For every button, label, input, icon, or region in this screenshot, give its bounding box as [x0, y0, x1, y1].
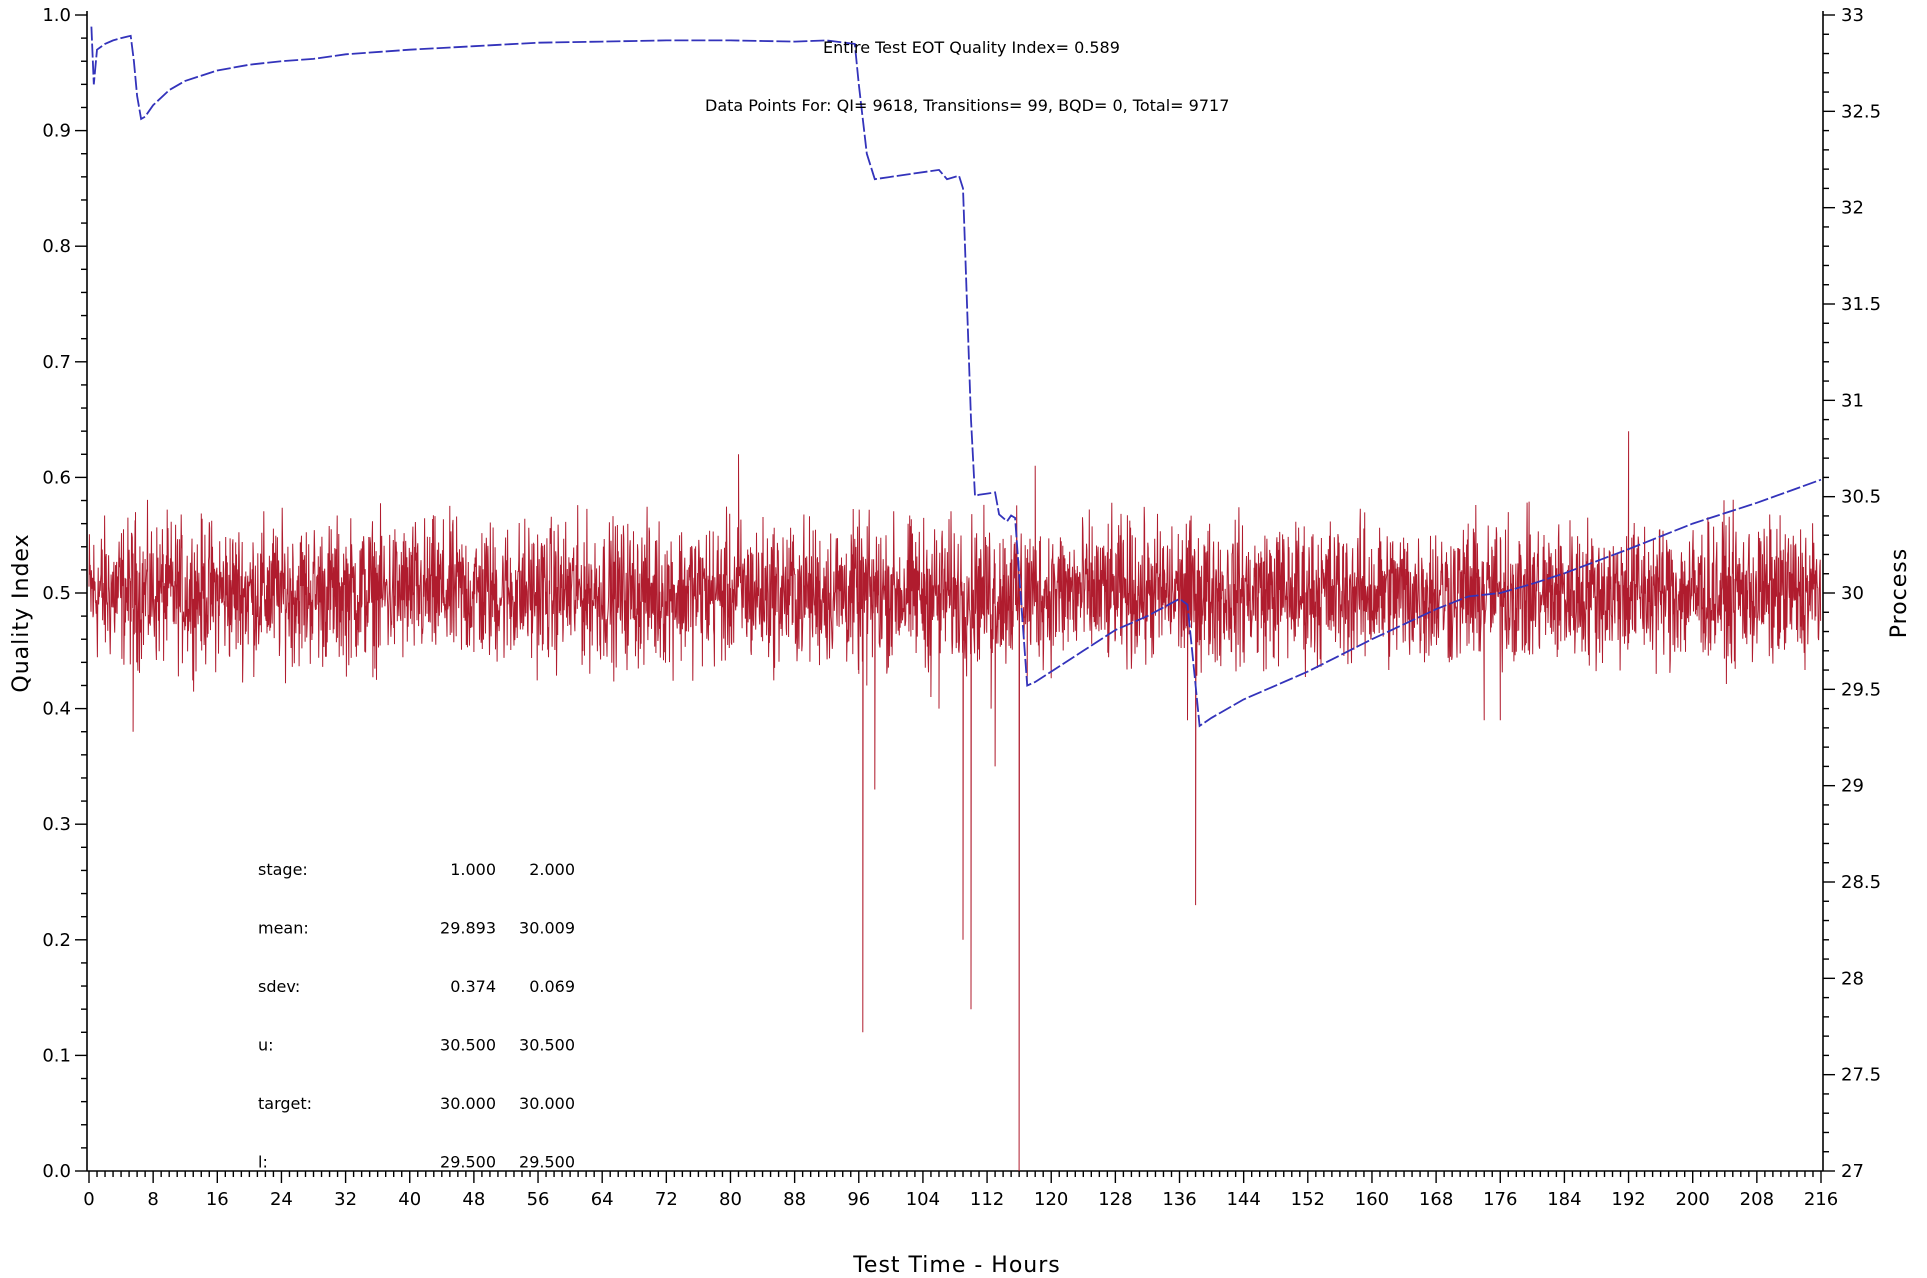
- y-right-tick-label: 27: [1841, 1161, 1864, 1182]
- y-left-axis-label: Quality Index: [9, 533, 34, 692]
- y-left-tick-label: 0.8: [42, 236, 71, 257]
- y-right-tick-label: 31: [1841, 390, 1864, 411]
- x-tick-label: 0: [83, 1189, 94, 1210]
- y-right-tick-label: 33: [1841, 5, 1864, 26]
- y-left-tick-label: 0.0: [42, 1161, 71, 1182]
- y-right-tick-label: 32.5: [1841, 101, 1881, 122]
- stats-row-value-stage1: 29.893: [440, 919, 496, 938]
- y-right-tick-label: 27.5: [1841, 1065, 1881, 1086]
- y-left-tick-label: 0.4: [42, 699, 71, 720]
- y-right-tick-label: 29.5: [1841, 679, 1881, 700]
- stats-row-value-stage2: 29.500: [519, 1153, 575, 1172]
- x-tick-label: 184: [1547, 1189, 1581, 1210]
- series-layer: [88, 26, 1822, 1172]
- y-left-tick-label: 0.5: [42, 583, 71, 604]
- x-tick-label: 8: [147, 1189, 158, 1210]
- stats-row-value-stage1: 30.500: [440, 1036, 496, 1055]
- x-tick-label: 96: [847, 1189, 870, 1210]
- stats-row-label: sdev:: [258, 977, 300, 996]
- x-tick-label: 24: [270, 1189, 293, 1210]
- text-layer: Test Time - Hours Quality Index Process …: [9, 38, 1912, 1278]
- x-tick-label: 200: [1676, 1189, 1710, 1210]
- y-left-tick-label: 0.2: [42, 930, 71, 951]
- x-tick-label: 48: [462, 1189, 485, 1210]
- x-tick-label: 64: [591, 1189, 614, 1210]
- stats-table: stage: 1.000 2.000 mean: 29.893 30.009 sdev: 0.…: [258, 860, 575, 1172]
- y-left-tick-label: 0.9: [42, 121, 71, 142]
- y-right-tick-label: 29: [1841, 776, 1864, 797]
- y-right-tick-label: 30: [1841, 583, 1864, 604]
- stats-row-label: u:: [258, 1036, 274, 1055]
- x-tick-label: 160: [1355, 1189, 1389, 1210]
- x-tick-label: 136: [1162, 1189, 1196, 1210]
- x-tick-label: 144: [1226, 1189, 1260, 1210]
- stats-row-label: target:: [258, 1094, 312, 1113]
- x-tick-label: 88: [783, 1189, 806, 1210]
- x-tick-label: 208: [1740, 1189, 1774, 1210]
- stats-row-value-stage2: 30.000: [519, 1094, 575, 1113]
- stats-row-value-stage2: 30.009: [519, 919, 575, 938]
- y-left-tick-label: 1.0: [42, 5, 71, 26]
- stats-row-label: l:: [258, 1153, 268, 1172]
- process-series-line: [90, 26, 1822, 728]
- x-tick-label: 120: [1034, 1189, 1068, 1210]
- y-left-tick-label: 0.3: [42, 814, 71, 835]
- y-right-tick-label: 30.5: [1841, 487, 1881, 508]
- quality-index-series-line: [88, 431, 1822, 1172]
- x-tick-label: 192: [1611, 1189, 1645, 1210]
- y-right-tick-label: 32: [1841, 198, 1864, 219]
- stats-row-value-stage2: 30.500: [519, 1036, 575, 1055]
- stats-row-value-stage1: 1.000: [450, 860, 496, 879]
- x-tick-label: 168: [1419, 1189, 1453, 1210]
- stats-row-value-stage2: 2.000: [529, 860, 575, 879]
- x-tick-label: 216: [1804, 1189, 1838, 1210]
- x-tick-label: 152: [1291, 1189, 1325, 1210]
- data-points-annotation: Data Points For: QI= 9618, Transitions= …: [705, 96, 1229, 115]
- y-left-tick-label: 0.6: [42, 467, 71, 488]
- x-tick-label: 16: [206, 1189, 229, 1210]
- x-tick-label: 80: [719, 1189, 742, 1210]
- stats-row-label: mean:: [258, 919, 309, 938]
- x-tick-label: 128: [1098, 1189, 1132, 1210]
- y-left-tick-label: 0.7: [42, 352, 71, 373]
- axes-layer: 0 8 16 24 32 40 48 56 64 72 80 88 96 104 112 120 128 136 1…: [42, 5, 1881, 1210]
- stats-row-value-stage1: 0.374: [450, 977, 496, 996]
- x-tick-label: 176: [1483, 1189, 1517, 1210]
- y-right-axis-label: Process: [1887, 548, 1912, 638]
- x-axis-label: Test Time - Hours: [852, 1253, 1061, 1278]
- stats-row-value-stage1: 29.500: [440, 1153, 496, 1172]
- x-tick-label: 40: [398, 1189, 421, 1210]
- y-right-tick-label: 28.5: [1841, 872, 1881, 893]
- x-tick-label: 72: [655, 1189, 678, 1210]
- stats-row-label: stage:: [258, 860, 308, 879]
- y-right-tick-label: 31.5: [1841, 294, 1881, 315]
- stats-row-value-stage1: 30.000: [440, 1094, 496, 1113]
- stats-row-value-stage2: 0.069: [529, 977, 575, 996]
- x-tick-label: 112: [970, 1189, 1004, 1210]
- x-tick-label: 104: [906, 1189, 940, 1210]
- y-left-tick-label: 0.1: [42, 1045, 71, 1066]
- x-tick-label: 56: [527, 1189, 550, 1210]
- eot-annotation: Entire Test EOT Quality Index= 0.589: [823, 38, 1120, 57]
- y-right-tick-label: 28: [1841, 968, 1864, 989]
- x-tick-label: 32: [334, 1189, 357, 1210]
